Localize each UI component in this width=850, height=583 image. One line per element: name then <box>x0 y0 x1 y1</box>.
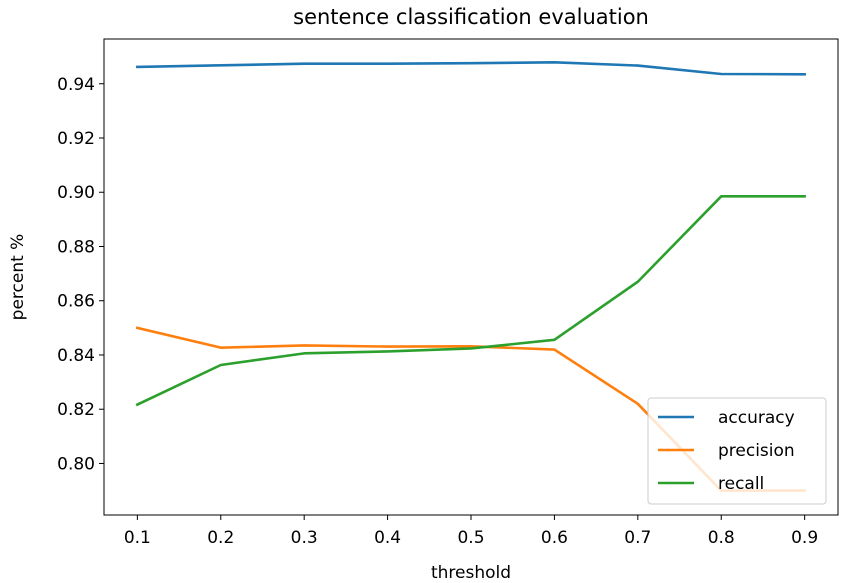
x-tick-label: 0.2 <box>207 528 234 548</box>
chart-title: sentence classification evaluation <box>293 5 649 29</box>
y-tick-label: 0.94 <box>57 75 95 95</box>
x-tick-label: 0.4 <box>374 528 401 548</box>
legend-label-accuracy: accuracy <box>718 408 795 428</box>
x-tick-label: 0.9 <box>791 528 818 548</box>
x-axis: 0.1 0.2 0.3 0.4 0.5 0.6 0.7 0.8 0.9 <box>124 515 818 548</box>
legend-label-recall: recall <box>718 474 764 494</box>
x-tick-label: 0.8 <box>708 528 735 548</box>
x-tick-label: 0.3 <box>291 528 318 548</box>
legend: accuracy precision recall <box>647 397 827 505</box>
y-axis: 0.80 0.82 0.84 0.86 0.88 0.90 0.92 0.94 <box>57 75 104 474</box>
y-tick-label: 0.80 <box>57 454 95 474</box>
x-tick-label: 0.5 <box>457 528 484 548</box>
series-line-recall <box>135 195 806 407</box>
series-line-accuracy <box>136 61 806 76</box>
x-tick-label: 0.6 <box>541 528 568 548</box>
y-tick-label: 0.90 <box>57 183 95 203</box>
y-tick-label: 0.84 <box>57 346 95 366</box>
x-tick-label: 0.1 <box>124 528 151 548</box>
legend-box <box>647 397 827 505</box>
y-axis-label: percent % <box>8 234 28 321</box>
y-tick-label: 0.88 <box>57 237 95 257</box>
x-tick-label: 0.7 <box>624 528 651 548</box>
y-tick-label: 0.86 <box>57 292 95 312</box>
y-tick-label: 0.92 <box>57 129 95 149</box>
legend-label-precision: precision <box>718 441 795 461</box>
x-axis-label: threshold <box>431 563 511 583</box>
y-tick-label: 0.82 <box>57 400 95 420</box>
